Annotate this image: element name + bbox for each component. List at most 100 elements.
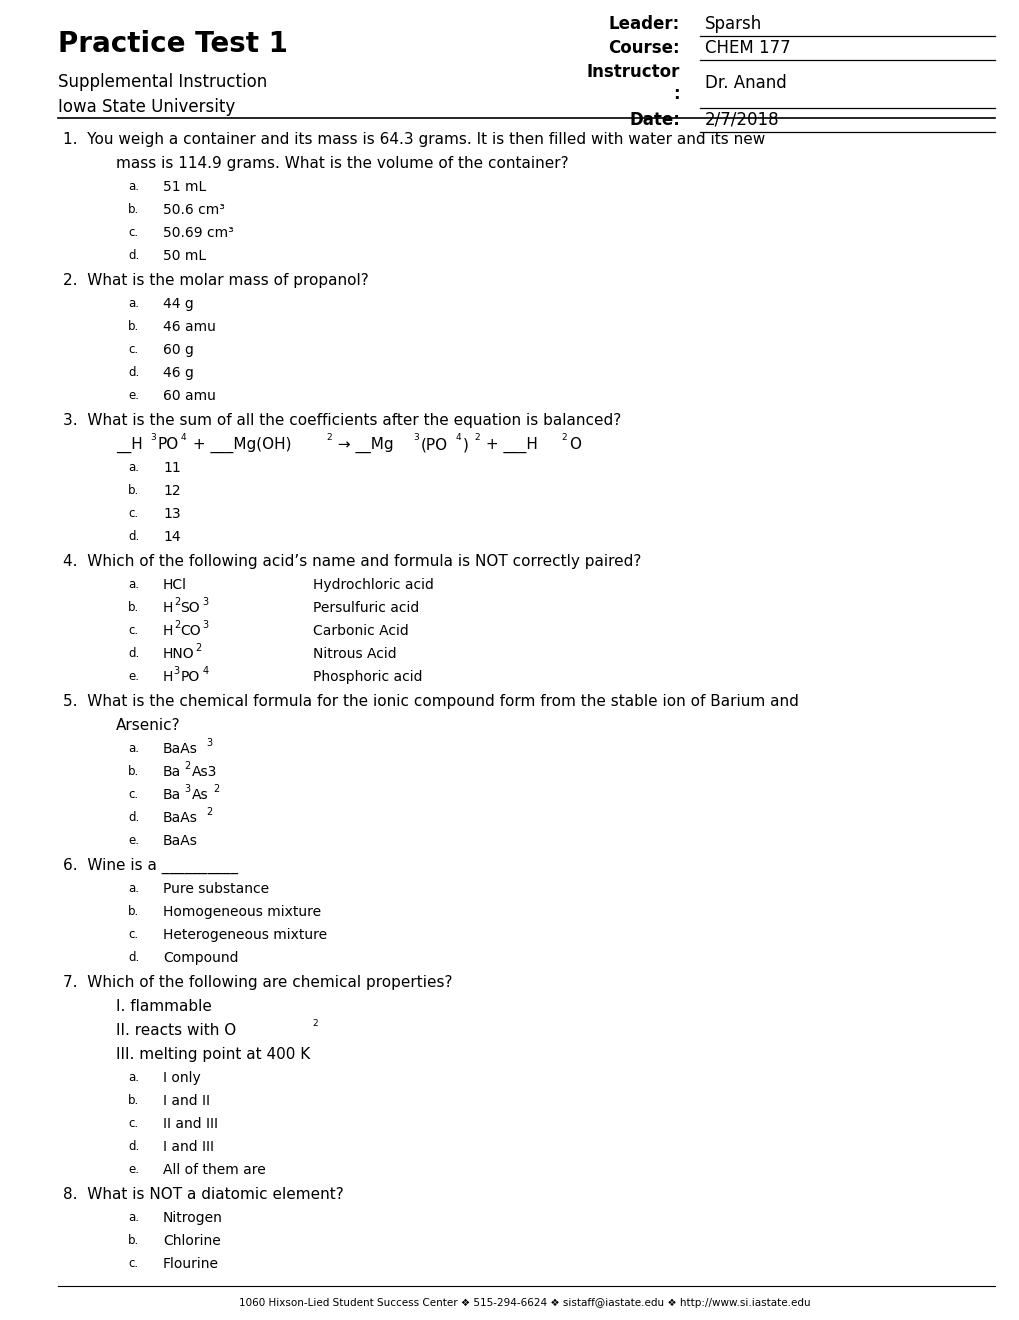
Text: 11: 11 bbox=[163, 461, 180, 475]
Text: H: H bbox=[163, 671, 173, 684]
Text: 2: 2 bbox=[196, 643, 202, 653]
Text: 3: 3 bbox=[413, 433, 419, 441]
Text: Carbonic Acid: Carbonic Acid bbox=[313, 624, 409, 638]
Text: II. reacts with O: II. reacts with O bbox=[116, 1023, 236, 1038]
Text: Leader:: Leader: bbox=[608, 15, 680, 33]
Text: HCl: HCl bbox=[163, 578, 186, 591]
Text: d.: d. bbox=[127, 531, 140, 543]
Text: 51 mL: 51 mL bbox=[163, 180, 206, 194]
Text: a.: a. bbox=[127, 1071, 139, 1084]
Text: a.: a. bbox=[127, 1210, 139, 1224]
Text: :: : bbox=[673, 84, 680, 103]
Text: a.: a. bbox=[127, 180, 139, 193]
Text: a.: a. bbox=[127, 461, 139, 474]
Text: Phosphoric acid: Phosphoric acid bbox=[313, 671, 422, 684]
Text: CHEM 177: CHEM 177 bbox=[704, 40, 790, 57]
Text: 13: 13 bbox=[163, 507, 180, 521]
Text: + ___H: + ___H bbox=[481, 437, 538, 453]
Text: b.: b. bbox=[127, 1234, 140, 1247]
Text: H: H bbox=[163, 624, 173, 638]
Text: Ba: Ba bbox=[163, 766, 181, 779]
Text: 2: 2 bbox=[184, 762, 191, 771]
Text: d.: d. bbox=[127, 249, 140, 261]
Text: a.: a. bbox=[127, 742, 139, 755]
Text: 46 amu: 46 amu bbox=[163, 319, 216, 334]
Text: 3: 3 bbox=[151, 433, 156, 441]
Text: b.: b. bbox=[127, 601, 140, 614]
Text: a.: a. bbox=[127, 578, 139, 591]
Text: d.: d. bbox=[127, 366, 140, 379]
Text: III. melting point at 400 K: III. melting point at 400 K bbox=[116, 1047, 310, 1063]
Text: 46 g: 46 g bbox=[163, 366, 194, 380]
Text: 3: 3 bbox=[184, 784, 191, 795]
Text: 1060 Hixson-Lied Student Success Center ❖ 515-294-6624 ❖ sistaff@iastate.edu ❖ h: 1060 Hixson-Lied Student Success Center … bbox=[238, 1298, 810, 1308]
Text: 50.69 cm³: 50.69 cm³ bbox=[163, 226, 233, 240]
Text: 2: 2 bbox=[173, 597, 180, 607]
Text: 4: 4 bbox=[202, 667, 208, 676]
Text: d.: d. bbox=[127, 810, 140, 824]
Text: I only: I only bbox=[163, 1071, 201, 1085]
Text: 3: 3 bbox=[173, 667, 179, 676]
Text: Practice Test 1: Practice Test 1 bbox=[58, 30, 287, 58]
Text: Persulfuric acid: Persulfuric acid bbox=[313, 601, 419, 615]
Text: H: H bbox=[163, 601, 173, 615]
Text: c.: c. bbox=[127, 507, 138, 520]
Text: a.: a. bbox=[127, 882, 139, 895]
Text: d.: d. bbox=[127, 950, 140, 964]
Text: 3.  What is the sum of all the coefficients after the equation is balanced?: 3. What is the sum of all the coefficien… bbox=[63, 413, 621, 428]
Text: Pure substance: Pure substance bbox=[163, 882, 269, 896]
Text: I and II: I and II bbox=[163, 1094, 210, 1107]
Text: As3: As3 bbox=[192, 766, 217, 779]
Text: c.: c. bbox=[127, 226, 138, 239]
Text: Course:: Course: bbox=[607, 40, 680, 57]
Text: Nitrous Acid: Nitrous Acid bbox=[313, 647, 396, 661]
Text: O: O bbox=[569, 437, 581, 451]
Text: 5.  What is the chemical formula for the ionic compound form from the stable ion: 5. What is the chemical formula for the … bbox=[63, 694, 798, 709]
Text: + ___Mg(OH): + ___Mg(OH) bbox=[187, 437, 291, 453]
Text: c.: c. bbox=[127, 788, 138, 801]
Text: 3: 3 bbox=[202, 597, 208, 607]
Text: Arsenic?: Arsenic? bbox=[116, 718, 180, 733]
Text: c.: c. bbox=[127, 1257, 138, 1270]
Text: b.: b. bbox=[127, 203, 140, 216]
Text: I. flammable: I. flammable bbox=[116, 999, 212, 1014]
Text: Sparsh: Sparsh bbox=[704, 15, 761, 33]
Text: e.: e. bbox=[127, 671, 139, 682]
Text: As: As bbox=[192, 788, 208, 803]
Text: 3: 3 bbox=[202, 620, 208, 630]
Text: 4: 4 bbox=[180, 433, 186, 441]
Text: 50 mL: 50 mL bbox=[163, 249, 206, 263]
Text: 2.  What is the molar mass of propanol?: 2. What is the molar mass of propanol? bbox=[63, 273, 369, 288]
Text: 12: 12 bbox=[163, 484, 180, 498]
Text: 1.  You weigh a container and its mass is 64.3 grams. It is then filled with wat: 1. You weigh a container and its mass is… bbox=[63, 132, 764, 147]
Text: 2: 2 bbox=[312, 1019, 318, 1027]
Text: II and III: II and III bbox=[163, 1117, 218, 1131]
Text: 2: 2 bbox=[173, 620, 180, 630]
Text: BaAs: BaAs bbox=[163, 742, 198, 756]
Text: 7.  Which of the following are chemical properties?: 7. Which of the following are chemical p… bbox=[63, 975, 452, 990]
Text: 4: 4 bbox=[454, 433, 461, 441]
Text: 6.  Wine is a __________: 6. Wine is a __________ bbox=[63, 858, 237, 874]
Text: Hydrochloric acid: Hydrochloric acid bbox=[313, 578, 433, 591]
Text: 44 g: 44 g bbox=[163, 297, 194, 312]
Text: Flourine: Flourine bbox=[163, 1257, 219, 1271]
Text: Compound: Compound bbox=[163, 950, 238, 965]
Text: Dr. Anand: Dr. Anand bbox=[704, 74, 786, 92]
Text: b.: b. bbox=[127, 484, 140, 498]
Text: Date:: Date: bbox=[629, 111, 680, 129]
Text: mass is 114.9 grams. What is the volume of the container?: mass is 114.9 grams. What is the volume … bbox=[116, 156, 568, 172]
Text: b.: b. bbox=[127, 766, 140, 777]
Text: 2: 2 bbox=[213, 784, 219, 795]
Text: d.: d. bbox=[127, 1140, 140, 1152]
Text: Ba: Ba bbox=[163, 788, 181, 803]
Text: ): ) bbox=[462, 437, 468, 451]
Text: a.: a. bbox=[127, 297, 139, 310]
Text: BaAs: BaAs bbox=[163, 834, 198, 847]
Text: e.: e. bbox=[127, 389, 139, 403]
Text: All of them are: All of them are bbox=[163, 1163, 266, 1177]
Text: Instructor: Instructor bbox=[586, 63, 680, 81]
Text: 4.  Which of the following acid’s name and formula is NOT correctly paired?: 4. Which of the following acid’s name an… bbox=[63, 554, 641, 569]
Text: BaAs: BaAs bbox=[163, 810, 198, 825]
Text: HNO: HNO bbox=[163, 647, 195, 661]
Text: b.: b. bbox=[127, 319, 140, 333]
